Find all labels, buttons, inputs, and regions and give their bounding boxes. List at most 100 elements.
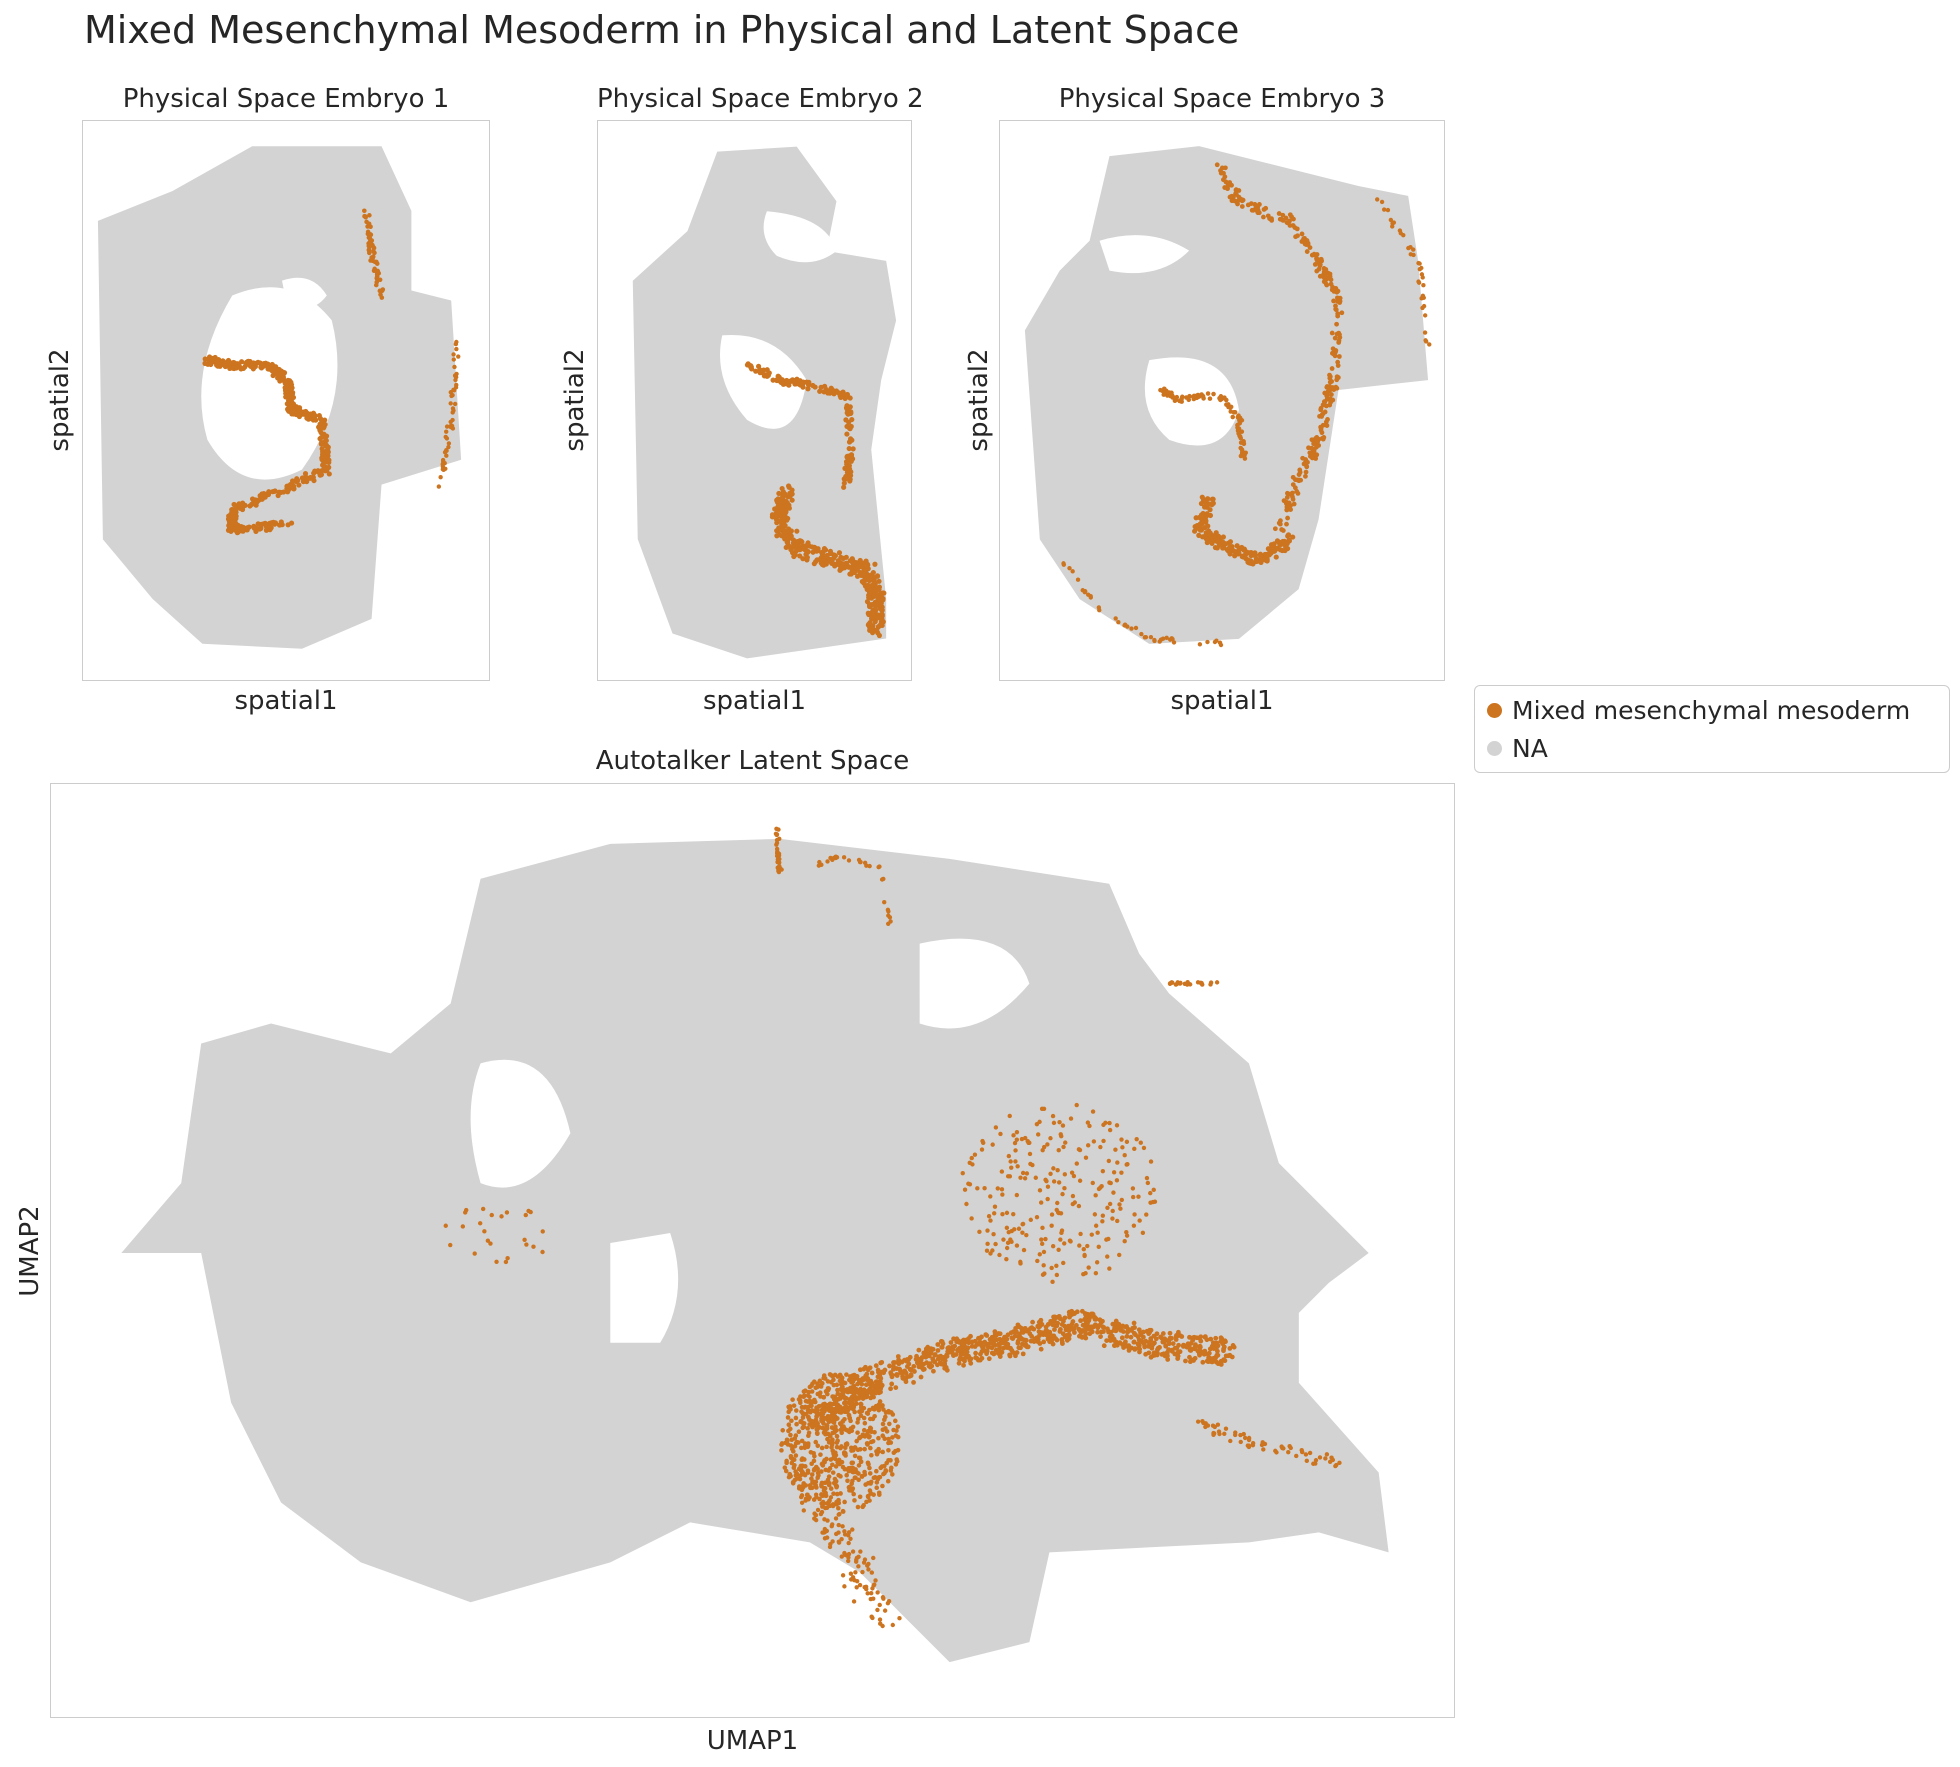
cell-point: [779, 867, 784, 872]
cell-point: [924, 1347, 930, 1353]
cell-point: [1203, 497, 1209, 503]
cell-point: [323, 466, 329, 473]
cell-point: [1299, 1447, 1304, 1453]
cell-point: [813, 1492, 819, 1497]
cell-point: [989, 1334, 995, 1340]
cell-point: [368, 238, 373, 243]
scatter-plot-embryo-2: [597, 120, 912, 681]
cell-point: [1083, 1155, 1089, 1160]
cell-point: [881, 1471, 886, 1477]
cell-point: [826, 1468, 831, 1473]
cell-point: [1059, 1230, 1064, 1236]
cell-point: [869, 576, 875, 583]
cell-point: [503, 1259, 509, 1265]
empty-region: [610, 1233, 679, 1343]
cell-point: [1051, 1318, 1056, 1324]
cell-point: [807, 1495, 812, 1500]
cell-point: [856, 1471, 861, 1476]
cell-point: [1122, 1239, 1127, 1244]
cell-point: [1116, 620, 1121, 625]
y-axis-label-embryo-3: spatial2: [964, 348, 994, 452]
panel-title-embryo-2: Physical Space Embryo 2: [597, 84, 924, 114]
cell-point: [814, 557, 820, 563]
cell-point: [886, 921, 891, 926]
cell-point: [819, 1483, 824, 1489]
cell-point: [821, 562, 827, 568]
cell-point: [840, 1573, 846, 1578]
cell-point: [1051, 1179, 1057, 1184]
cell-point: [1130, 1325, 1136, 1331]
cell-point: [870, 1406, 876, 1411]
cell-point: [845, 464, 851, 470]
cell-point: [879, 877, 885, 882]
cell-point: [850, 569, 857, 575]
cell-point: [326, 471, 332, 477]
cell-point: [1050, 1244, 1056, 1249]
cell-point: [822, 1491, 828, 1496]
cell-point: [830, 1503, 836, 1508]
cell-point: [229, 510, 235, 516]
cell-point: [1181, 1342, 1186, 1348]
cell-point: [1106, 1236, 1111, 1242]
legend: Mixed mesenchymal mesoderm NA: [1474, 685, 1950, 773]
cell-point: [1327, 387, 1333, 393]
cell-point: [991, 1232, 996, 1237]
cell-point: [847, 395, 853, 401]
cell-point: [806, 379, 812, 385]
cell-point: [1119, 1170, 1124, 1175]
cell-point: [825, 1518, 830, 1523]
cell-point: [1085, 1143, 1091, 1148]
cell-point: [836, 550, 843, 556]
cell-point: [805, 1408, 811, 1413]
cell-point: [861, 1366, 867, 1372]
cell-point: [789, 1418, 794, 1424]
cell-point: [1250, 561, 1256, 567]
cell-point: [1332, 335, 1338, 341]
cell-point: [1188, 1348, 1194, 1353]
cell-point: [1027, 1151, 1033, 1157]
cell-point: [1226, 182, 1232, 188]
cell-point: [1081, 1247, 1086, 1252]
cell-point: [931, 1368, 936, 1374]
cell-point: [850, 1465, 856, 1471]
cell-point: [472, 1251, 477, 1256]
cell-point: [488, 1241, 493, 1246]
cell-point: [1297, 467, 1303, 473]
cell-point: [976, 1335, 981, 1341]
cell-point: [1199, 494, 1205, 500]
cell-point: [972, 1152, 978, 1157]
cell-point: [1056, 1180, 1062, 1185]
cell-point: [313, 417, 319, 423]
cell-point: [1155, 1347, 1160, 1353]
cell-point: [1313, 439, 1319, 444]
cell-point: [800, 1420, 806, 1426]
cell-point: [860, 1569, 865, 1575]
cell-point: [444, 424, 450, 429]
cell-point: [849, 556, 855, 562]
cell-point: [1041, 1249, 1047, 1255]
cell-point: [844, 410, 850, 416]
cell-point: [811, 561, 817, 567]
cell-point: [888, 1386, 893, 1392]
cell-point: [1205, 391, 1211, 396]
cell-point: [303, 408, 309, 415]
cell-point: [831, 1415, 837, 1421]
cell-point: [1124, 1334, 1130, 1339]
cell-point: [889, 1381, 895, 1387]
cell-point: [1187, 1354, 1192, 1360]
cell-point: [1223, 1353, 1229, 1359]
cell-point: [1427, 342, 1432, 347]
cell-point: [1001, 1237, 1006, 1242]
cell-point: [865, 572, 871, 578]
cell-point: [1420, 305, 1425, 311]
cell-point: [1265, 546, 1271, 552]
cell-point: [814, 1427, 820, 1432]
cell-point: [856, 1477, 861, 1483]
cell-point: [228, 524, 234, 531]
cell-point: [1087, 1123, 1092, 1129]
cell-point: [891, 1427, 896, 1433]
cell-point: [1282, 540, 1288, 546]
cell-point: [296, 411, 302, 418]
cell-point: [781, 527, 787, 533]
cell-point: [753, 368, 759, 374]
